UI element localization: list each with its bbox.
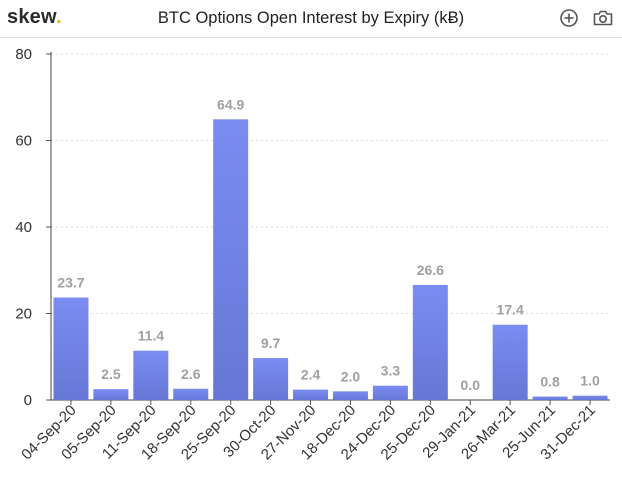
data-label: 23.7 bbox=[57, 274, 84, 290]
y-tick-label: 20 bbox=[15, 306, 32, 323]
bar-26-Mar-21[interactable] bbox=[492, 324, 528, 400]
bar-18-Sep-20[interactable] bbox=[173, 388, 209, 400]
data-labels: 23.7 2.5 11.4 2.6 64.9 9.7 2.4 2.0 3.3 26.6 0.0 17.… bbox=[57, 96, 600, 393]
skew-logo: skew. bbox=[7, 6, 62, 29]
bar-25-Jun-21[interactable] bbox=[532, 396, 568, 400]
data-label: 9.7 bbox=[261, 335, 281, 351]
bars bbox=[53, 119, 608, 401]
data-label: 2.4 bbox=[301, 367, 321, 383]
y-tick-labels: 0 20 40 60 80 bbox=[15, 46, 32, 409]
bar-24-Dec-20[interactable] bbox=[372, 385, 408, 400]
y-tick-label: 60 bbox=[15, 133, 32, 150]
zoom-in-icon[interactable] bbox=[558, 7, 580, 29]
data-label: 3.3 bbox=[381, 363, 401, 379]
y-tick-label: 0 bbox=[24, 392, 32, 409]
data-label: 1.0 bbox=[580, 373, 600, 389]
bar-25-Sep-20[interactable] bbox=[213, 119, 249, 401]
data-label: 2.5 bbox=[101, 366, 121, 382]
data-label: 0.8 bbox=[540, 374, 560, 390]
chart-title: BTC Options Open Interest by Expiry (kɃ) bbox=[157, 9, 465, 27]
y-tick-label: 40 bbox=[15, 219, 32, 236]
logo-dot: . bbox=[55, 6, 62, 28]
bar-25-Dec-20[interactable] bbox=[412, 284, 448, 400]
data-label: 26.6 bbox=[417, 262, 444, 278]
logo-text: skew bbox=[7, 6, 56, 28]
gridlines bbox=[51, 53, 610, 314]
bar-05-Sep-20[interactable] bbox=[93, 389, 129, 400]
bar-27-Nov-20[interactable] bbox=[293, 389, 329, 400]
data-label: 0.0 bbox=[461, 377, 481, 393]
x-tick-labels: 04-Sep-2005-Sep-2011-Sep-2018-Sep-2025-S… bbox=[18, 402, 599, 464]
y-tick-label: 80 bbox=[15, 46, 32, 63]
bar-11-Sep-20[interactable] bbox=[133, 350, 169, 400]
data-label: 17.4 bbox=[497, 302, 524, 318]
data-label: 2.0 bbox=[341, 368, 361, 384]
chart-header: skew. BTC Options Open Interest by Expir… bbox=[0, 0, 622, 38]
bar-chart: 23.7 2.5 11.4 2.6 64.9 9.7 2.4 2.0 3.3 26.6 0.0 17.… bbox=[15, 46, 610, 464]
bar-04-Sep-20[interactable] bbox=[53, 297, 89, 400]
camera-icon[interactable] bbox=[592, 7, 614, 29]
bar-30-Oct-20[interactable] bbox=[253, 358, 289, 400]
data-label: 64.9 bbox=[217, 96, 244, 112]
data-label: 11.4 bbox=[138, 328, 165, 344]
bar-31-Dec-21[interactable] bbox=[572, 395, 608, 400]
bar-18-Dec-20[interactable] bbox=[332, 391, 368, 400]
data-label: 2.6 bbox=[181, 366, 201, 382]
